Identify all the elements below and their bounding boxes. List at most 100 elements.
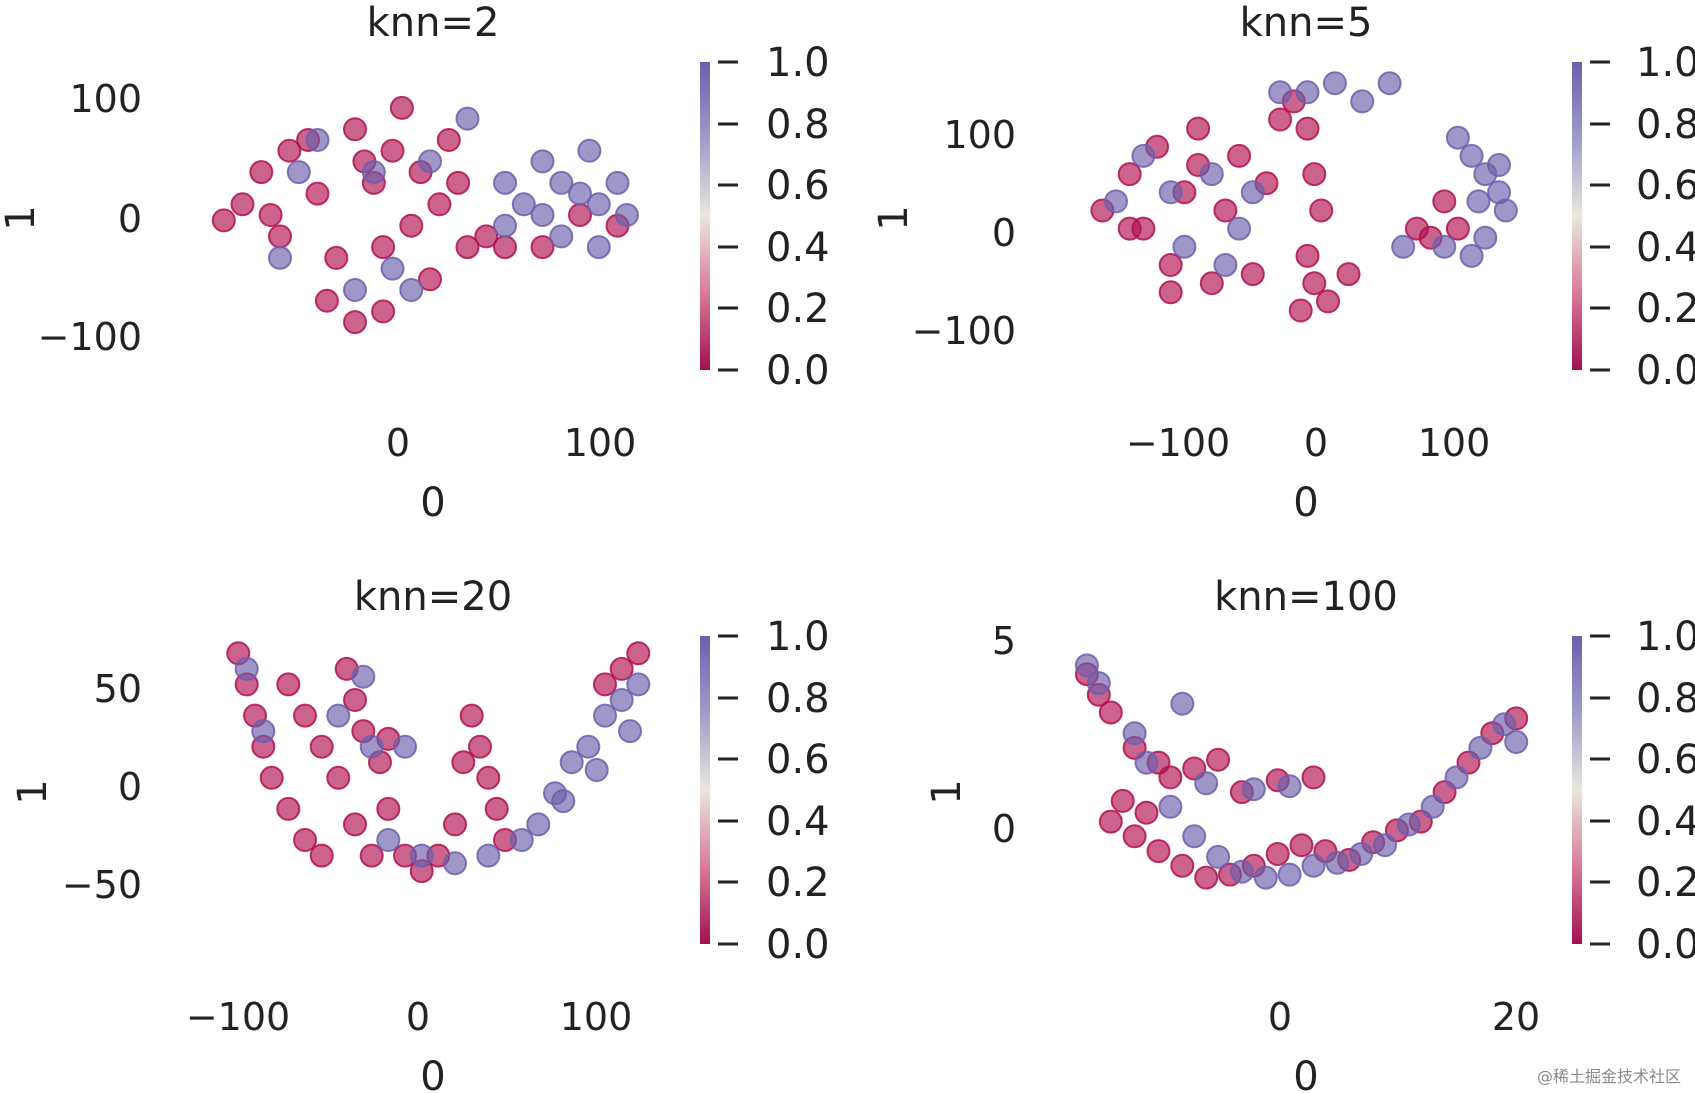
colorbar-tick-label: 1.0 — [1636, 614, 1695, 660]
scatter-point-class-0 — [1158, 280, 1183, 305]
colorbar-gradient — [700, 62, 710, 370]
scatter-point-class-1 — [1277, 862, 1302, 887]
scatter-point-class-1 — [1444, 765, 1469, 790]
scatter-point-class-0 — [1098, 700, 1123, 725]
scatter-point-class-0 — [268, 224, 292, 249]
scatter-point-class-0 — [326, 765, 351, 790]
scatter-point-class-1 — [1459, 243, 1484, 268]
scatter-point-class-0 — [389, 95, 414, 120]
scatter-point-class-0 — [443, 812, 467, 837]
colorbar-tick-label: 0.8 — [766, 102, 830, 148]
colorbar: 1.0 0.8 0.6 0.4 0.2 0.0 — [1572, 40, 1695, 394]
scatter-point-class-1 — [1487, 153, 1511, 177]
colorbar-ticks — [1590, 60, 1610, 372]
scatter-point-class-0 — [343, 117, 367, 142]
scatter-point-class-1 — [1074, 653, 1099, 678]
scatter-point-class-0 — [1301, 765, 1326, 790]
scatter-point-class-0 — [276, 672, 301, 697]
scatter-point-class-1 — [1158, 180, 1183, 205]
scatter-point-class-1 — [1227, 216, 1252, 241]
x-tick-label: −100 — [1126, 421, 1230, 465]
colorbar-tick-label: 0.2 — [766, 860, 830, 906]
scatter-point-class-0 — [455, 235, 480, 260]
colorbar-tick-label: 0.2 — [1636, 860, 1695, 906]
subplot-title: knn=2 — [367, 0, 500, 46]
scatter-point-class-0 — [399, 213, 424, 238]
scatter-point-class-0 — [293, 828, 317, 852]
scatter-point-class-0 — [1289, 833, 1314, 858]
scatter-plot-area — [1090, 71, 1518, 323]
colorbar-gradient — [700, 636, 710, 944]
x-tick-label: 0 — [1304, 421, 1328, 465]
scatter-point-class-1 — [1172, 234, 1197, 259]
scatter-point-class-1 — [1206, 844, 1231, 869]
scatter-point-class-1 — [476, 843, 501, 868]
colorbar-tick-label: 0.8 — [1636, 676, 1695, 722]
scatter-point-class-1 — [1134, 750, 1159, 775]
scatter-point-class-0 — [1302, 271, 1327, 296]
scatter-point-class-0 — [1122, 824, 1147, 849]
x-tick-label: 100 — [560, 995, 633, 1039]
scatter-point-class-0 — [1295, 116, 1320, 141]
scatter-point-class-1 — [577, 138, 602, 163]
subplot-knn-100: knn=100 0 20 5 0 0 1 1.0 0.8 0.6 0.4 0.2… — [924, 574, 1695, 1093]
y-tick-label: 50 — [94, 667, 142, 711]
y-tick-label: 100 — [943, 113, 1016, 157]
scatter-point-class-0 — [1445, 216, 1470, 241]
scatter-point-class-1 — [1182, 824, 1207, 849]
scatter-point-class-1 — [1432, 234, 1457, 259]
scatter-point-class-0 — [1206, 747, 1231, 772]
scatter-plot-area — [226, 641, 651, 884]
scatter-point-class-0 — [309, 734, 334, 759]
scatter-point-class-0 — [530, 235, 555, 260]
scatter-point-class-1 — [1194, 771, 1219, 796]
scatter-point-class-1 — [1241, 777, 1266, 802]
colorbar-tick-label: 1.0 — [766, 40, 830, 86]
scatter-point-class-1 — [251, 719, 276, 744]
scatter-point-class-0 — [626, 641, 651, 666]
colorbar: 1.0 0.8 0.6 0.4 0.2 0.0 — [1572, 614, 1695, 968]
scatter-point-class-0 — [1309, 198, 1334, 223]
scatter-point-class-1 — [443, 851, 467, 876]
scatter-point-class-1 — [1104, 189, 1128, 214]
scatter-point-class-0 — [418, 267, 442, 292]
y-tick-label: 100 — [69, 77, 142, 121]
scatter-point-class-1 — [530, 203, 555, 227]
scatter-point-class-1 — [380, 256, 405, 281]
scatter-point-class-1 — [343, 278, 367, 302]
x-axis-label: 0 — [1293, 480, 1318, 526]
colorbar-tick-label: 1.0 — [766, 614, 830, 660]
scatter-point-class-0 — [459, 703, 484, 728]
scatter-point-class-1 — [586, 235, 611, 260]
scatter-plot-area — [211, 95, 639, 335]
scatter-point-class-0 — [1098, 809, 1123, 834]
colorbar-ticks — [718, 60, 738, 372]
scatter-point-class-1 — [509, 828, 534, 852]
scatter-point-class-1 — [361, 160, 386, 185]
y-tick-label: 5 — [992, 619, 1016, 663]
x-tick-label: 100 — [564, 421, 637, 465]
scatter-point-class-0 — [1302, 162, 1327, 187]
colorbar-tick-label: 0.6 — [766, 163, 830, 209]
scatter-point-class-1 — [549, 170, 574, 195]
subplot-knn-5: knn=5 −100 0 100 100 0 −100 0 1 1.0 0.8 … — [871, 0, 1695, 526]
y-axis-label: 1 — [924, 779, 970, 804]
scatter-point-class-0 — [1316, 289, 1340, 314]
scatter-point-class-1 — [1268, 80, 1293, 105]
scatter-point-class-1 — [626, 672, 651, 697]
scatter-point-class-1 — [305, 128, 330, 152]
scatter-point-class-1 — [1240, 180, 1265, 205]
scatter-point-class-1 — [286, 160, 311, 185]
colorbar-tick-label: 0.0 — [766, 922, 830, 968]
scatter-point-class-1 — [511, 192, 536, 217]
scatter-point-class-1 — [1466, 189, 1491, 214]
scatter-point-class-1 — [1170, 691, 1195, 716]
scatter-point-class-1 — [1325, 850, 1350, 875]
scatter-point-class-0 — [468, 734, 492, 759]
x-axis-label: 0 — [1293, 1054, 1318, 1093]
colorbar-tick-label: 0.0 — [766, 348, 830, 394]
scatter-plot-area — [1074, 653, 1529, 890]
scatter-point-class-0 — [609, 656, 634, 681]
colorbar: 1.0 0.8 0.6 0.4 0.2 0.0 — [700, 40, 830, 394]
